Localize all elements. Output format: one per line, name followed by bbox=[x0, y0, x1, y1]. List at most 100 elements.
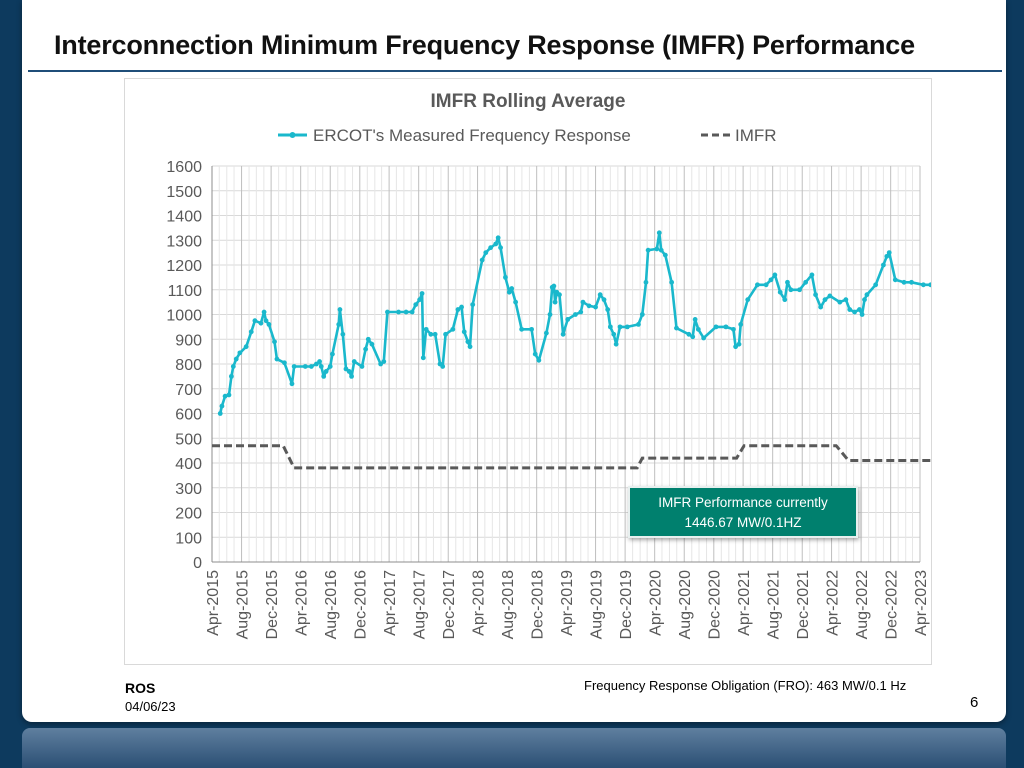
measured-series-point bbox=[321, 373, 327, 379]
x-tick-label: Dec-2019 bbox=[618, 570, 635, 639]
measured-series-point bbox=[274, 356, 280, 362]
measured-series-point bbox=[461, 329, 467, 335]
imfr-series-line bbox=[212, 444, 931, 470]
measured-series-point bbox=[857, 307, 862, 312]
legend-measured-label: ERCOT's Measured Frequency Response bbox=[313, 126, 631, 145]
measured-series-point bbox=[419, 291, 425, 296]
measured-series-point bbox=[892, 277, 898, 283]
callout-line-1: IMFR Performance currently bbox=[658, 495, 828, 510]
measured-series-point bbox=[381, 359, 387, 364]
measured-series-point bbox=[547, 312, 553, 317]
measured-series-point bbox=[302, 364, 308, 369]
x-tick-label: Dec-2015 bbox=[264, 570, 281, 639]
measured-series-point bbox=[862, 297, 867, 303]
y-tick-label: 500 bbox=[175, 431, 202, 448]
measured-series-point bbox=[488, 245, 494, 251]
measured-series-point bbox=[369, 341, 375, 347]
measured-series-point bbox=[459, 304, 464, 310]
measured-series-point bbox=[736, 341, 742, 347]
measured-series-point bbox=[226, 392, 232, 398]
measured-series-point bbox=[217, 411, 223, 416]
y-tick-label: 1500 bbox=[166, 184, 202, 201]
measured-series-point bbox=[330, 351, 335, 357]
measured-series-point bbox=[864, 292, 870, 298]
measured-series-point bbox=[617, 324, 623, 330]
measured-series-point bbox=[827, 293, 833, 299]
x-tick-label: Dec-2020 bbox=[707, 570, 724, 639]
measured-series-point bbox=[611, 331, 617, 337]
measured-series-point bbox=[809, 272, 815, 278]
x-tick-label: Dec-2021 bbox=[795, 570, 812, 639]
measured-series-point bbox=[230, 364, 236, 369]
measured-series-point bbox=[873, 282, 879, 288]
y-tick-label: 0 bbox=[193, 555, 202, 572]
measured-series-point bbox=[658, 247, 664, 253]
measured-series-point bbox=[317, 359, 322, 364]
x-tick-label: Dec-2017 bbox=[441, 570, 458, 639]
measured-series-point bbox=[733, 344, 739, 350]
measured-series-point bbox=[837, 299, 843, 305]
measured-series-point bbox=[692, 317, 698, 322]
legend-measured-marker bbox=[289, 132, 296, 138]
measured-series-point bbox=[291, 364, 297, 369]
measured-series-point bbox=[738, 322, 744, 327]
measured-series-point bbox=[639, 312, 645, 317]
footer-date: 04/06/23 bbox=[125, 699, 176, 714]
measured-series-point bbox=[643, 279, 649, 285]
measured-series-point bbox=[636, 322, 641, 327]
measured-series-point bbox=[690, 334, 696, 340]
measured-series-point bbox=[228, 373, 234, 379]
measured-series-point bbox=[261, 309, 267, 315]
measured-series-point bbox=[586, 303, 592, 309]
measured-series-point bbox=[788, 287, 794, 293]
y-tick-label: 300 bbox=[175, 481, 202, 498]
measured-series-point bbox=[573, 312, 578, 317]
measured-series-point bbox=[607, 324, 613, 330]
measured-series-point bbox=[493, 241, 499, 247]
measured-series-point bbox=[843, 297, 849, 303]
measured-series-point bbox=[233, 356, 239, 362]
measured-series-point bbox=[443, 331, 448, 337]
measured-series-point bbox=[396, 309, 401, 315]
measured-series-point bbox=[777, 289, 783, 295]
measured-series-point bbox=[483, 250, 489, 256]
measured-series-point bbox=[713, 324, 719, 330]
measured-series-point bbox=[813, 292, 818, 298]
measured-series-point bbox=[909, 279, 914, 285]
measured-series-point bbox=[420, 355, 426, 361]
measured-series-point bbox=[605, 307, 611, 312]
measured-series-point bbox=[656, 230, 662, 236]
measured-series-point bbox=[763, 282, 769, 288]
x-tick-label: Apr-2022 bbox=[825, 570, 842, 636]
measured-series-point bbox=[346, 369, 352, 374]
x-tick-label: Apr-2019 bbox=[559, 570, 576, 636]
measured-series-point bbox=[248, 329, 254, 335]
y-tick-label: 1300 bbox=[166, 233, 202, 250]
measured-series-point bbox=[450, 326, 456, 332]
measured-series-point bbox=[560, 331, 566, 337]
measured-series-point bbox=[403, 309, 409, 315]
x-tick-label: Dec-2022 bbox=[884, 570, 901, 639]
x-tick-label: Aug-2021 bbox=[766, 570, 783, 639]
measured-series-point bbox=[695, 326, 701, 332]
y-tick-label: 800 bbox=[175, 357, 202, 374]
measured-series-point bbox=[859, 312, 865, 317]
measured-series-point bbox=[565, 317, 571, 322]
measured-series-point bbox=[768, 277, 774, 283]
measured-series-point bbox=[413, 302, 419, 307]
measured-series-point bbox=[597, 292, 603, 298]
slide-panel: Interconnection Minimum Frequency Respon… bbox=[22, 0, 1006, 722]
measured-series-point bbox=[440, 364, 446, 369]
measured-series-point bbox=[336, 322, 342, 327]
chart-svg: IMFR Rolling Average ERCOT's Measured Fre… bbox=[166, 91, 931, 639]
x-tick-label: Apr-2015 bbox=[205, 570, 222, 636]
x-tick-label: Apr-2016 bbox=[294, 570, 311, 636]
measured-series-point bbox=[601, 297, 607, 303]
measured-series-point bbox=[928, 282, 931, 288]
measured-series-point bbox=[557, 292, 562, 298]
measured-series-point bbox=[593, 304, 598, 310]
measured-series-point bbox=[351, 359, 357, 364]
x-tick-label: Apr-2021 bbox=[736, 570, 753, 636]
measured-series-point bbox=[340, 331, 346, 337]
x-tick-label: Aug-2018 bbox=[500, 570, 517, 639]
